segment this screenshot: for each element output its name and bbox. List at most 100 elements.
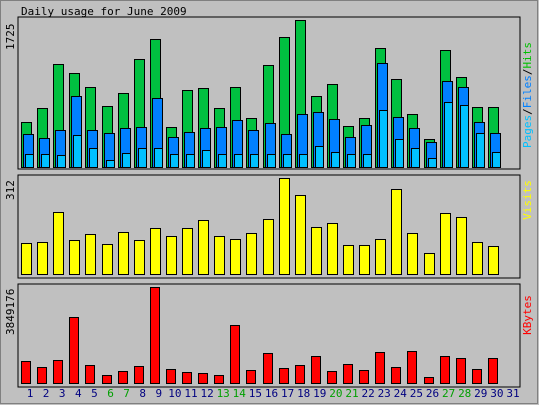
bar-kbytes-day-27 <box>440 356 450 384</box>
bar-kbytes-day-17 <box>279 368 289 384</box>
bar-kbytes-day-15 <box>246 370 256 384</box>
bar-pages-day-23 <box>379 110 388 168</box>
bar-kbytes-day-13 <box>214 375 224 384</box>
x-axis-label-day-4: 4 <box>75 387 82 400</box>
bar-kbytes-day-22 <box>359 370 369 384</box>
legend-separator: / <box>521 69 534 76</box>
bar-pages-day-7 <box>122 153 131 168</box>
bar-visits-day-14 <box>230 239 241 275</box>
bar-pages-day-3 <box>57 155 66 168</box>
legend-item-kbytes: KBytes <box>521 295 534 335</box>
bar-kbytes-day-19 <box>311 356 321 384</box>
x-axis-label-day-18: 18 <box>297 387 310 400</box>
x-axis-label-day-5: 5 <box>91 387 98 400</box>
legend-item-pages: Pages <box>521 115 534 148</box>
bar-kbytes-day-25 <box>407 351 417 384</box>
x-axis-label-day-28: 28 <box>458 387 471 400</box>
bar-pages-day-19 <box>315 146 324 168</box>
legend-item-files: Files <box>521 75 534 108</box>
bar-kbytes-day-8 <box>134 366 144 384</box>
bar-visits-day-15 <box>246 233 257 275</box>
bar-kbytes-day-5 <box>85 365 95 384</box>
x-axis-label-day-29: 29 <box>474 387 487 400</box>
bar-visits-day-25 <box>407 233 418 275</box>
bar-visits-day-16 <box>263 219 274 275</box>
x-axis-label-day-11: 11 <box>184 387 197 400</box>
x-axis-label-day-19: 19 <box>313 387 326 400</box>
bar-kbytes-day-14 <box>230 325 240 384</box>
bar-visits-day-12 <box>198 220 209 275</box>
bar-kbytes-day-29 <box>472 369 482 384</box>
bar-kbytes-day-18 <box>295 365 305 384</box>
x-axis-label-day-26: 26 <box>426 387 439 400</box>
x-axis-label-day-25: 25 <box>410 387 423 400</box>
bar-kbytes-day-4 <box>69 317 79 384</box>
bar-visits-day-30 <box>488 246 499 275</box>
x-axis-label-day-1: 1 <box>27 387 34 400</box>
bar-kbytes-day-26 <box>424 377 434 384</box>
bar-pages-day-16 <box>267 154 276 168</box>
bar-pages-day-29 <box>476 133 485 168</box>
bar-visits-day-13 <box>214 236 225 275</box>
bar-pages-day-24 <box>395 139 404 168</box>
bar-pages-day-8 <box>138 148 147 168</box>
x-axis-label-day-10: 10 <box>168 387 181 400</box>
bar-kbytes-day-11 <box>182 372 192 384</box>
bar-visits-day-21 <box>343 245 354 275</box>
legend-1: Visits <box>521 180 534 220</box>
bar-pages-day-1 <box>25 154 34 168</box>
x-axis-label-day-2: 2 <box>43 387 50 400</box>
bar-pages-day-25 <box>411 148 420 168</box>
bar-pages-day-30 <box>492 152 501 168</box>
bar-pages-day-9 <box>154 148 163 168</box>
legend-item-hits: Hits <box>521 42 534 69</box>
bar-kbytes-day-28 <box>456 358 466 384</box>
x-axis-label-day-17: 17 <box>281 387 294 400</box>
bar-pages-day-10 <box>170 154 179 168</box>
x-axis-label-day-22: 22 <box>361 387 374 400</box>
bar-visits-day-2 <box>37 242 48 275</box>
x-axis-label-day-15: 15 <box>249 387 262 400</box>
bar-kbytes-day-24 <box>391 367 401 384</box>
bar-kbytes-day-9 <box>150 287 160 384</box>
x-axis-label-day-7: 7 <box>123 387 130 400</box>
bar-kbytes-day-23 <box>375 352 385 384</box>
legend-separator: / <box>521 108 534 115</box>
x-axis-label-day-3: 3 <box>59 387 66 400</box>
bar-visits-day-8 <box>134 240 145 275</box>
bar-visits-day-4 <box>69 240 80 275</box>
x-axis-label-day-16: 16 <box>265 387 278 400</box>
bar-visits-day-23 <box>375 239 386 275</box>
bar-visits-day-10 <box>166 236 177 275</box>
bar-visits-day-9 <box>150 228 161 275</box>
legend-item-visits: Visits <box>521 180 534 220</box>
bar-visits-day-17 <box>279 178 290 275</box>
bar-pages-day-13 <box>218 154 227 168</box>
bar-visits-day-7 <box>118 232 129 275</box>
x-axis-label-day-24: 24 <box>394 387 408 400</box>
bar-visits-day-19 <box>311 227 322 275</box>
bar-pages-day-15 <box>250 154 259 168</box>
x-axis-label-day-21: 21 <box>345 387 358 400</box>
bar-visits-day-22 <box>359 245 370 275</box>
legend-0: Pages/Files/Hits <box>521 42 534 148</box>
bar-pages-day-17 <box>283 154 292 168</box>
x-axis-label-day-30: 30 <box>490 387 503 400</box>
bar-visits-day-3 <box>53 212 64 275</box>
x-axis-label-day-31: 31 <box>506 387 519 400</box>
bar-pages-day-14 <box>234 154 243 168</box>
chart-title: Daily usage for June 2009 <box>21 5 187 18</box>
x-axis-label-day-8: 8 <box>139 387 146 400</box>
bar-kbytes-day-3 <box>53 360 63 384</box>
bar-pages-day-20 <box>331 152 340 168</box>
bar-kbytes-day-21 <box>343 364 353 384</box>
hits-ymax-label: 1725 <box>4 24 17 51</box>
bar-pages-day-21 <box>347 154 356 168</box>
bar-kbytes-day-10 <box>166 369 176 384</box>
bar-kbytes-day-20 <box>327 371 337 384</box>
bar-pages-day-11 <box>186 154 195 168</box>
bar-pages-day-2 <box>41 154 50 168</box>
x-axis-label-day-9: 9 <box>155 387 162 400</box>
bar-kbytes-day-30 <box>488 358 498 384</box>
